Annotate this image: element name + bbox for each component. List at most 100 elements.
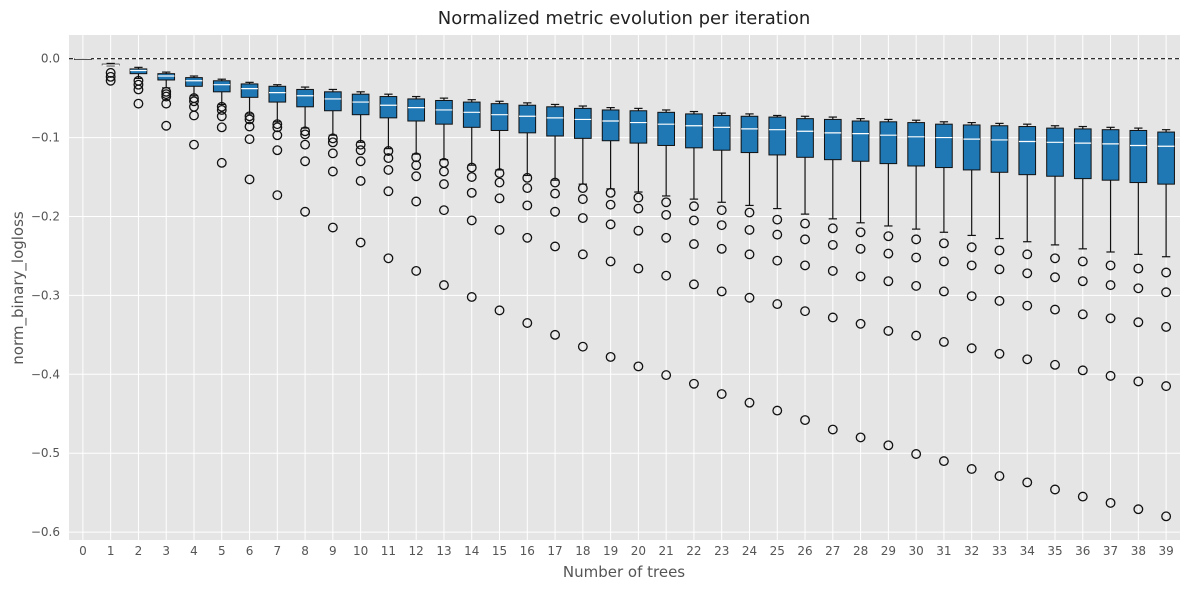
box-iqr (1018, 126, 1037, 176)
box-iqr (1101, 129, 1120, 181)
outlier-point (522, 232, 533, 243)
box-iqr (629, 110, 648, 144)
y-tick-label: −0.5 (31, 446, 60, 460)
y-tick-label: −0.1 (31, 131, 60, 145)
outlier-point (1133, 376, 1144, 387)
box-iqr (712, 114, 731, 151)
box-group (1018, 123, 1037, 243)
outlier-point (577, 183, 588, 194)
x-tick-label: 29 (881, 544, 896, 558)
outlier-point (966, 260, 977, 271)
box-iqr (962, 124, 981, 171)
outlier-point (133, 98, 144, 109)
x-tick-label: 37 (1103, 544, 1118, 558)
x-tick-label: 19 (603, 544, 618, 558)
outlier-point (1022, 477, 1033, 488)
outlier-point (716, 243, 727, 254)
outlier-point (383, 146, 394, 156)
outlier-point (466, 292, 477, 302)
box-iqr (379, 96, 398, 119)
outlier-point (744, 207, 755, 218)
outlier-point (105, 71, 116, 82)
x-tick-label: 6 (246, 544, 254, 558)
box-iqr (601, 109, 620, 142)
x-tick-label: 21 (659, 544, 674, 558)
outlier-point (1105, 313, 1116, 324)
box-iqr (1046, 127, 1064, 177)
outlier-point (1133, 263, 1144, 274)
outlier-point (300, 129, 311, 140)
outlier-point (911, 280, 922, 291)
outlier-point (966, 242, 977, 253)
outlier-point (272, 190, 283, 201)
outlier-point (216, 157, 227, 168)
outlier-point (300, 139, 311, 150)
x-tick-label: 30 (908, 544, 923, 558)
outlier-point (938, 256, 949, 267)
outlier-point (827, 265, 838, 276)
outlier-point (1077, 309, 1088, 320)
box-group (1101, 126, 1120, 253)
outlier-point (300, 156, 311, 167)
outlier-point (911, 234, 922, 245)
box-group (268, 84, 287, 123)
outlier-point (855, 271, 866, 282)
outlier-point (966, 343, 977, 354)
outlier-point (355, 145, 366, 156)
box-group (768, 114, 787, 210)
y-tick-label: −0.2 (31, 209, 60, 223)
outlier-point (883, 276, 894, 287)
outlier-point (688, 239, 699, 250)
outlier-point (272, 119, 283, 130)
outlier-point (633, 192, 644, 203)
outlier-point (661, 270, 672, 281)
outlier-point (272, 130, 283, 141)
outlier-point (327, 137, 338, 148)
outlier-point (855, 227, 866, 238)
outlier-point (522, 200, 533, 211)
outlier-point (522, 183, 533, 194)
outlier-point (244, 174, 255, 185)
outlier-point (494, 177, 505, 188)
box-group (351, 91, 370, 143)
outlier-point (1161, 511, 1172, 522)
x-tick-label: 28 (853, 544, 868, 558)
outlier-point (633, 203, 644, 214)
box-iqr (435, 99, 453, 125)
box-iqr (185, 77, 203, 87)
box-iqr (490, 103, 509, 131)
outliers-layer (105, 67, 1172, 522)
box-iqr (351, 93, 370, 116)
x-axis-label: Number of trees (563, 563, 685, 581)
box-group (546, 103, 564, 181)
box-group (518, 102, 537, 177)
outlier-point (800, 234, 810, 245)
x-tick-label: 3 (162, 544, 170, 558)
outlier-point (272, 145, 283, 156)
box-group (907, 119, 925, 230)
outlier-point (966, 464, 977, 474)
outlier-point (938, 286, 949, 297)
x-tick-label: 31 (936, 544, 951, 558)
outlier-point (716, 205, 727, 216)
outlier-point (605, 351, 616, 362)
outlier-point (800, 260, 810, 271)
box-iqr (851, 120, 870, 162)
outlier-point (161, 120, 172, 131)
x-tick-label: 14 (464, 544, 479, 558)
outlier-point (244, 121, 255, 132)
box-iqr (324, 91, 342, 112)
box-group (1157, 129, 1175, 258)
outlier-point (355, 139, 366, 150)
outlier-point (1133, 317, 1144, 328)
box-group (740, 113, 759, 207)
box-group (407, 95, 426, 155)
y-tick-label: −0.6 (31, 525, 60, 539)
outlier-point (439, 280, 449, 291)
x-tick-label: 12 (409, 544, 424, 558)
outlier-point (827, 424, 838, 435)
x-tick-label: 16 (520, 544, 535, 558)
outlier-point (688, 378, 699, 389)
outlier-point (938, 456, 949, 467)
